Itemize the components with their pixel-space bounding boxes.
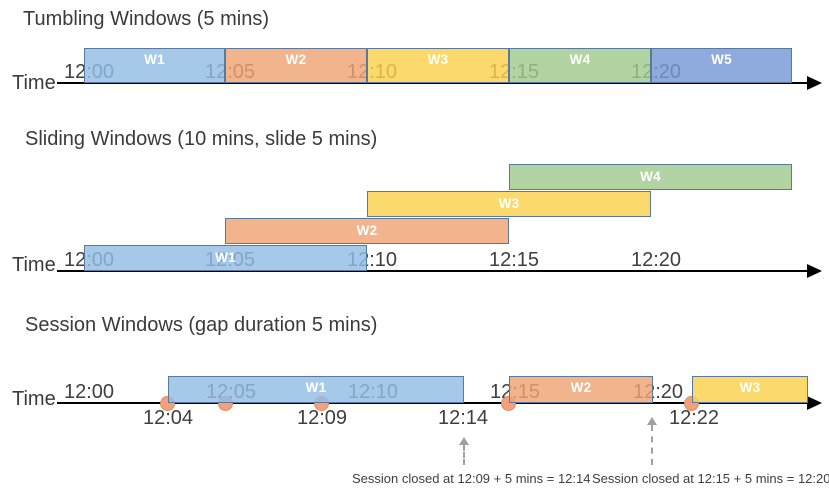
window-bar-label: W5 xyxy=(711,52,732,67)
window-bar-sliding-w1: W1 xyxy=(84,245,367,271)
window-bar-sliding-w3: W3 xyxy=(367,191,651,217)
tumbling-windows-title: Tumbling Windows (5 mins) xyxy=(23,8,269,30)
window-bar-sliding-w4: W4 xyxy=(509,164,792,190)
axis-tick-label: 12:15 xyxy=(488,249,540,271)
session-windows-title: Session Windows (gap duration 5 mins) xyxy=(25,314,378,336)
time-axis-line xyxy=(57,270,807,272)
time-axis-line xyxy=(57,402,807,404)
window-bar-label: W3 xyxy=(498,196,520,211)
time-axis-label: Time xyxy=(12,388,56,410)
window-bar-label: W2 xyxy=(570,380,592,395)
time-axis-label: Time xyxy=(12,72,56,94)
event-time-label: 12:22 xyxy=(668,407,720,429)
window-bar-session-w2: W2 xyxy=(509,376,653,403)
annotation-arrow-line xyxy=(463,445,465,465)
window-bar-label: W1 xyxy=(215,250,236,265)
window-bar-session-w3: W3 xyxy=(692,376,808,403)
window-bar-tumbling-w4: W4 xyxy=(509,48,651,83)
window-bar-tumbling-w1: W1 xyxy=(84,48,225,83)
window-bar-tumbling-w5: W5 xyxy=(651,48,792,83)
window-bar-label: W4 xyxy=(640,169,661,184)
window-bar-label: W2 xyxy=(285,52,307,67)
sliding-windows-title: Sliding Windows (10 mins, slide 5 mins) xyxy=(25,128,378,150)
window-bar-sliding-w2: W2 xyxy=(225,218,509,244)
annotation-arrow-up-icon xyxy=(459,437,469,445)
axis-tick-label: 12:00 xyxy=(63,381,115,403)
window-bar-label: W3 xyxy=(427,52,449,67)
session-close-annotation: Session closed at 12:15 + 5 mins = 12:20 xyxy=(592,471,829,486)
time-axis-line xyxy=(57,82,807,84)
window-bar-label: W2 xyxy=(356,223,378,238)
axis-tick-label: 12:20 xyxy=(630,249,682,271)
time-axis-arrowhead xyxy=(807,396,822,410)
event-time-label: 12:14 xyxy=(437,407,489,429)
window-bar-label: W4 xyxy=(569,52,591,67)
time-axis-arrowhead xyxy=(807,76,822,90)
time-axis-arrowhead xyxy=(807,264,822,278)
window-bar-label: W1 xyxy=(144,52,165,67)
window-bar-label: W1 xyxy=(305,380,327,395)
window-bar-tumbling-w2: W2 xyxy=(225,48,367,83)
event-time-label: 12:04 xyxy=(142,407,194,429)
session-close-annotation: Session closed at 12:09 + 5 mins = 12:14 xyxy=(352,471,591,486)
window-bar-label: W3 xyxy=(739,380,761,395)
event-time-label: 12:09 xyxy=(296,407,348,429)
window-bar-session-w1: W1 xyxy=(168,376,464,403)
time-axis-label: Time xyxy=(12,254,56,276)
annotation-arrow-line xyxy=(651,425,653,465)
window-bar-tumbling-w3: W3 xyxy=(367,48,509,83)
annotation-arrow-up-icon xyxy=(647,417,657,425)
